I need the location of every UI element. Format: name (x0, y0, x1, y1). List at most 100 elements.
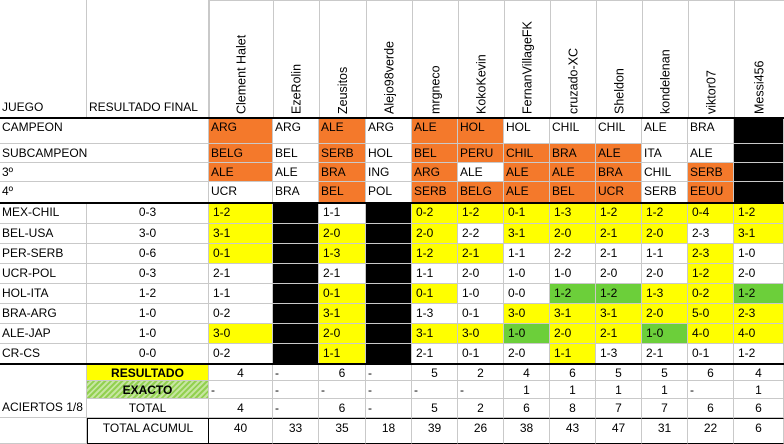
game-pick[interactable]: 2-0 (734, 264, 784, 284)
game-pick[interactable]: 1-2 (412, 244, 458, 264)
game-pick[interactable]: 1-2 (734, 284, 784, 304)
game-pick[interactable]: 3-0 (458, 324, 504, 344)
game-pick[interactable] (366, 344, 412, 364)
game-pick[interactable] (366, 244, 412, 264)
game-pick[interactable]: 1-0 (734, 244, 784, 264)
game-pick[interactable] (273, 324, 319, 344)
game-pick[interactable]: 0-4 (688, 203, 734, 224)
game-pick[interactable]: 0-1 (458, 344, 504, 364)
game-pick[interactable]: 2-1 (412, 344, 458, 364)
game-pick[interactable]: 1-1 (412, 264, 458, 284)
game-pick[interactable]: 3-1 (412, 324, 458, 344)
game-pick[interactable]: 2-0 (550, 324, 596, 344)
podium-pick[interactable] (734, 182, 784, 203)
podium-pick[interactable]: BRA (319, 163, 366, 182)
game-pick[interactable]: 2-0 (504, 344, 550, 364)
game-pick[interactable]: 1-1 (550, 344, 596, 364)
game-pick[interactable]: 1-3 (642, 284, 688, 304)
podium-pick[interactable]: ALE (319, 118, 366, 144)
podium-pick[interactable]: CHIL (596, 118, 642, 144)
game-pick[interactable]: 0-0 (504, 284, 550, 304)
game-pick[interactable]: 1-3 (412, 304, 458, 324)
player-name[interactable]: Sheldon (596, 0, 642, 118)
podium-pick[interactable]: ALE (412, 118, 458, 144)
game-pick[interactable]: 3-0 (504, 304, 550, 324)
game-pick[interactable]: 1-0 (458, 284, 504, 304)
game-pick[interactable]: 3-0 (209, 324, 273, 344)
game-pick[interactable]: 0-2 (209, 304, 273, 324)
game-pick[interactable]: 0-1 (688, 344, 734, 364)
player-name[interactable]: FernanVillageFK (504, 0, 550, 118)
game-pick[interactable]: 3-1 (319, 304, 366, 324)
podium-pick[interactable]: SERB (642, 182, 688, 203)
podium-pick[interactable]: BEL (319, 182, 366, 203)
game-pick[interactable]: 1-1 (209, 284, 273, 304)
podium-pick[interactable] (734, 163, 784, 182)
game-pick[interactable]: 2-1 (642, 344, 688, 364)
podium-pick[interactable]: CHIL (642, 163, 688, 182)
game-pick[interactable] (273, 284, 319, 304)
game-pick[interactable]: 3-1 (209, 224, 273, 244)
game-pick[interactable]: 5-0 (688, 304, 734, 324)
game-pick[interactable]: 1-2 (596, 203, 642, 224)
game-pick[interactable]: 2-1 (596, 324, 642, 344)
player-name[interactable]: kondelenan (642, 0, 688, 118)
game-pick[interactable]: 2-2 (458, 224, 504, 244)
podium-pick[interactable]: SERB (688, 163, 734, 182)
podium-pick[interactable]: ALE (550, 163, 596, 182)
game-pick[interactable]: 0-1 (504, 203, 550, 224)
podium-pick[interactable]: ALE (273, 163, 319, 182)
game-pick[interactable]: 1-2 (642, 203, 688, 224)
podium-pick[interactable]: POL (366, 182, 412, 203)
game-pick[interactable]: 2-1 (596, 224, 642, 244)
game-pick[interactable]: 2-0 (319, 224, 366, 244)
game-pick[interactable] (366, 203, 412, 224)
game-pick[interactable] (366, 224, 412, 244)
game-pick[interactable]: 3-1 (504, 224, 550, 244)
game-pick[interactable]: 1-2 (734, 203, 784, 224)
podium-pick[interactable] (734, 118, 784, 144)
game-pick[interactable] (366, 304, 412, 324)
podium-pick[interactable]: ALE (688, 144, 734, 163)
podium-pick[interactable]: ARG (209, 118, 273, 144)
game-pick[interactable]: 1-2 (688, 264, 734, 284)
podium-pick[interactable]: ARG (366, 118, 412, 144)
game-pick[interactable]: 1-1 (319, 344, 366, 364)
game-pick[interactable]: 1-1 (642, 244, 688, 264)
podium-pick[interactable]: ALE (504, 163, 550, 182)
game-pick[interactable]: 2-3 (734, 304, 784, 324)
game-pick[interactable]: 2-1 (209, 264, 273, 284)
game-pick[interactable]: 4-0 (734, 324, 784, 344)
game-pick[interactable]: 2-2 (550, 244, 596, 264)
player-name[interactable]: KokoKevin (458, 0, 504, 118)
game-pick[interactable]: 2-0 (458, 264, 504, 284)
game-pick[interactable]: 2-3 (688, 244, 734, 264)
game-pick[interactable]: 1-0 (504, 264, 550, 284)
player-name[interactable]: Alejo98verde (366, 0, 412, 118)
game-pick[interactable]: 2-0 (550, 224, 596, 244)
podium-pick[interactable]: ARG (273, 118, 319, 144)
podium-pick[interactable]: EEUU (688, 182, 734, 203)
game-pick[interactable]: 1-2 (209, 203, 273, 224)
podium-pick[interactable]: PERU (458, 144, 504, 163)
game-pick[interactable]: 1-1 (504, 244, 550, 264)
game-pick[interactable] (273, 244, 319, 264)
player-name[interactable]: mrgneco (412, 0, 458, 118)
game-pick[interactable]: 3-1 (550, 304, 596, 324)
game-pick[interactable]: 2-1 (596, 244, 642, 264)
game-pick[interactable] (366, 284, 412, 304)
podium-pick[interactable]: SERB (319, 144, 366, 163)
game-pick[interactable]: 2-3 (688, 224, 734, 244)
game-pick[interactable]: 1-1 (319, 203, 366, 224)
player-name[interactable]: cruzado-XC (550, 0, 596, 118)
game-pick[interactable] (273, 203, 319, 224)
podium-pick[interactable]: HOL (366, 144, 412, 163)
podium-pick[interactable]: BELG (209, 144, 273, 163)
game-pick[interactable] (273, 224, 319, 244)
game-pick[interactable]: 0-1 (458, 304, 504, 324)
game-pick[interactable]: 0-2 (688, 284, 734, 304)
game-pick[interactable]: 1-2 (550, 284, 596, 304)
game-pick[interactable] (273, 344, 319, 364)
podium-pick[interactable]: ALE (642, 118, 688, 144)
game-pick[interactable]: 0-1 (319, 284, 366, 304)
